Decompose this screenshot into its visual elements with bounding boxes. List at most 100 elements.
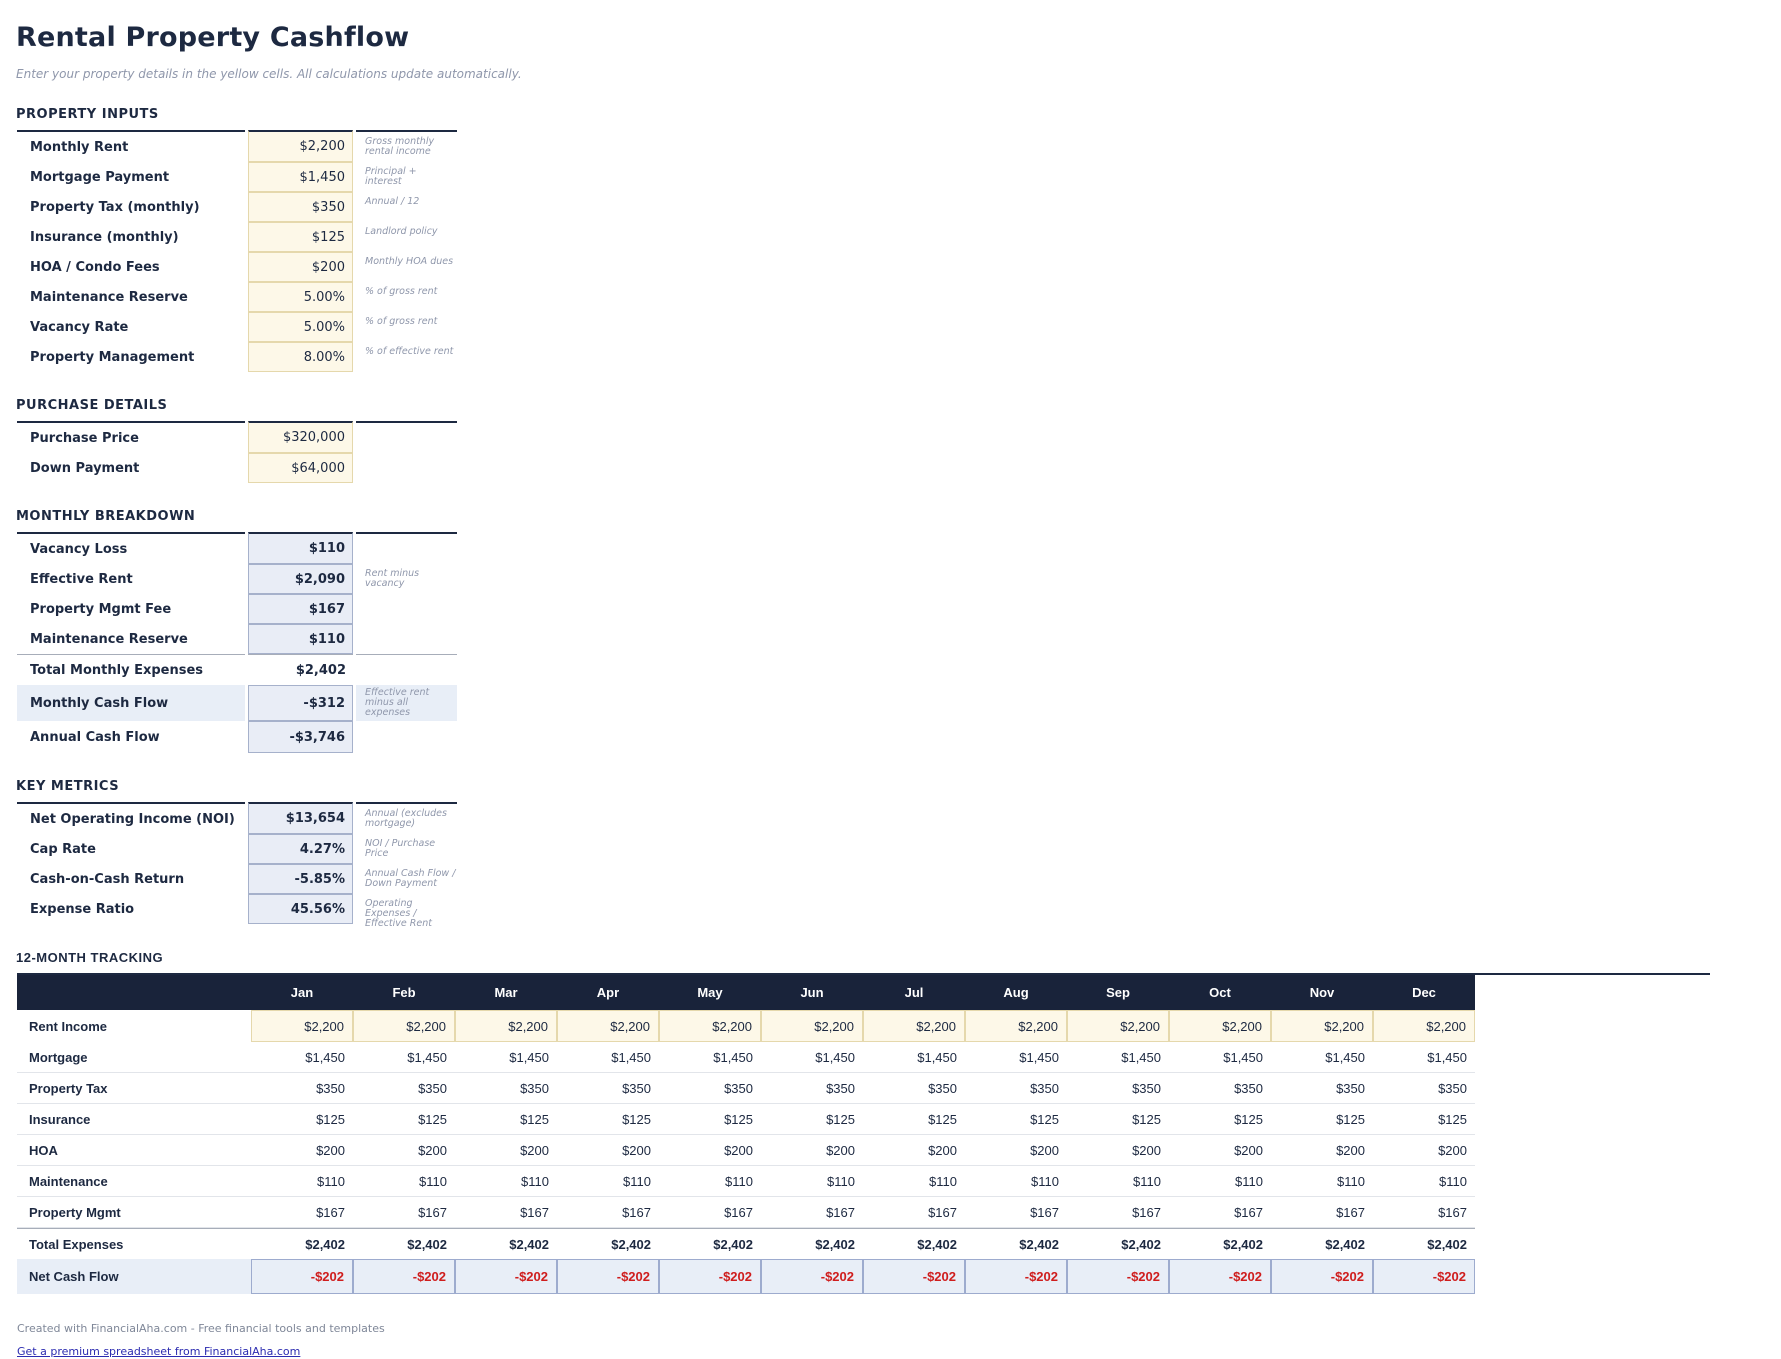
section-key-metrics: KEY METRICS Net Operating Income (NOI) $1… xyxy=(0,779,1781,929)
mortgage-nov-cell: $1,450 xyxy=(1271,1042,1373,1073)
row-note-text: % of gross rent xyxy=(365,316,438,327)
rent-income-mar-input-cell[interactable]: $2,200 xyxy=(455,1010,557,1042)
row-monthly-cash-flow: Monthly Cash Flow -$312 Effective rent min… xyxy=(17,685,457,721)
tracking-row-label: Net Cash Flow xyxy=(17,1259,251,1294)
row-label: Monthly Rent xyxy=(17,130,245,162)
total-expenses-nov-cell: $2,402 xyxy=(1271,1228,1373,1259)
heading-purchase-details: PURCHASE DETAILS xyxy=(16,398,168,413)
maintenance-reserve-value-input-cell[interactable]: 5.00% xyxy=(248,282,353,312)
row-note: Landlord policy xyxy=(356,222,457,252)
row-note: NOI / Purchase Price xyxy=(356,834,457,864)
property-tax-nov-cell: $350 xyxy=(1271,1073,1373,1104)
row-note-text: Operating Expenses / Effective Rent xyxy=(365,898,432,929)
row-annual-cash-flow: Annual Cash Flow -$3,746 xyxy=(17,721,457,753)
monthly-rent-value-input-cell[interactable]: $2,200 xyxy=(248,130,353,162)
row-net-operating-income-noi: Net Operating Income (NOI) $13,654 Annual … xyxy=(17,802,457,834)
total-expenses-jul-cell: $2,402 xyxy=(863,1228,965,1259)
purchase-price-value-input-cell[interactable]: $320,000 xyxy=(248,421,353,453)
rent-income-jan-input-cell[interactable]: $2,200 xyxy=(251,1010,353,1042)
rent-income-oct-input-cell[interactable]: $2,200 xyxy=(1169,1010,1271,1042)
insurance-may-cell: $125 xyxy=(659,1104,761,1135)
row-label: Cash-on-Cash Return xyxy=(30,871,185,887)
month-header-mar: Mar xyxy=(455,975,557,1010)
row-note: Principal + interest xyxy=(356,162,457,192)
maintenance-jul-cell: $110 xyxy=(863,1166,965,1197)
property-management-value-input-cell[interactable]: 8.00% xyxy=(248,342,353,372)
page: Rental Property Cashflow Enter your prop… xyxy=(0,22,1781,1359)
property-tax-monthly-value-input-cell[interactable]: $350 xyxy=(248,192,353,222)
cap-rate-value-cell: 4.27% xyxy=(248,834,353,864)
property-mgmt-may-cell: $167 xyxy=(659,1197,761,1228)
insurance-feb-cell: $125 xyxy=(353,1104,455,1135)
row-note-text xyxy=(365,599,456,619)
rent-income-sep-input-cell[interactable]: $2,200 xyxy=(1067,1010,1169,1042)
hoa-condo-fees-value-input-cell[interactable]: $200 xyxy=(248,252,353,282)
insurance-mar-cell: $125 xyxy=(455,1104,557,1135)
maintenance-jun-cell: $110 xyxy=(761,1166,863,1197)
tracking-row-maintenance: Maintenance $110 $110 $110 $110 $110 $110 $110 $… xyxy=(17,1166,1475,1197)
row-label: Insurance (monthly) xyxy=(30,229,179,245)
insurance-oct-cell: $125 xyxy=(1169,1104,1271,1135)
tracking-header-row: Jan Feb Mar Apr May Jun Jul Aug Sep Oct Nov Dec xyxy=(17,975,1475,1010)
monthly-cash-flow-value-cell: -$312 xyxy=(248,685,353,721)
rent-income-feb-input-cell[interactable]: $2,200 xyxy=(353,1010,455,1042)
down-payment-value-input-cell[interactable]: $64,000 xyxy=(248,453,353,483)
page-subtitle: Enter your property details in the yello… xyxy=(16,67,522,81)
property-mgmt-feb-cell: $167 xyxy=(353,1197,455,1228)
mortgage-mar-cell: $1,450 xyxy=(455,1042,557,1073)
hoa-jun-cell: $200 xyxy=(761,1135,863,1166)
row-note xyxy=(356,624,457,654)
property-mgmt-sep-cell: $167 xyxy=(1067,1197,1169,1228)
insurance-nov-cell: $125 xyxy=(1271,1104,1373,1135)
tracking-row-rent-income: Rent Income $2,200 $2,200 $2,200 $2,200 $2,20… xyxy=(17,1010,1475,1042)
net-cash-flow-dec-cell: -$202 xyxy=(1373,1259,1475,1294)
section-12-month-tracking: 12-MONTH TRACKING Jan Feb Mar Apr May Jun Jul A… xyxy=(0,950,1781,1294)
maintenance-nov-cell: $110 xyxy=(1271,1166,1373,1197)
net-cash-flow-aug-cell: -$202 xyxy=(965,1259,1067,1294)
monthly_breakdown-table: Vacancy Loss $110 Effective Rent $2,090 Rent… xyxy=(14,532,460,753)
property-tax-jan-cell: $350 xyxy=(251,1073,353,1104)
vacancy-rate-value-input-cell[interactable]: 5.00% xyxy=(248,312,353,342)
property-mgmt-jun-cell: $167 xyxy=(761,1197,863,1228)
row-note-text: Annual / 12 xyxy=(365,196,420,207)
hoa-dec-cell: $200 xyxy=(1373,1135,1475,1166)
purchase-details-table-mount: Purchase Price $320,000 Down Payment $64,00… xyxy=(0,421,1781,483)
rent-income-jul-input-cell[interactable]: $2,200 xyxy=(863,1010,965,1042)
section-property-inputs: PROPERTY INPUTS Monthly Rent $2,200 Gross … xyxy=(0,107,1781,372)
month-header-feb: Feb xyxy=(353,975,455,1010)
heading-monthly-breakdown: MONTHLY BREAKDOWN xyxy=(16,509,196,524)
row-note: Annual Cash Flow / Down Payment xyxy=(356,864,457,894)
tracking-table-wrap: Jan Feb Mar Apr May Jun Jul Aug Sep Oct Nov Dec Rent… xyxy=(17,973,1710,1294)
total-expenses-feb-cell: $2,402 xyxy=(353,1228,455,1259)
property-tax-jun-cell: $350 xyxy=(761,1073,863,1104)
insurance-monthly-value-input-cell[interactable]: $125 xyxy=(248,222,353,252)
rent-income-apr-input-cell[interactable]: $2,200 xyxy=(557,1010,659,1042)
footer-premium-link[interactable]: Get a premium spreadsheet from Financial… xyxy=(17,1345,301,1358)
month-header-jul: Jul xyxy=(863,975,965,1010)
rent-income-nov-input-cell[interactable]: $2,200 xyxy=(1271,1010,1373,1042)
tracking-row-label: Rent Income xyxy=(29,1018,108,1034)
mortgage-aug-cell: $1,450 xyxy=(965,1042,1067,1073)
row-property-management: Property Management 8.00% % of effective r… xyxy=(17,342,457,372)
row-label: Annual Cash Flow xyxy=(30,729,160,745)
row-note xyxy=(356,594,457,624)
rent-income-dec-input-cell[interactable]: $2,200 xyxy=(1373,1010,1475,1042)
footer-credit-text: Created with FinancialAha.com - Free fin… xyxy=(17,1322,385,1335)
rent-income-may-input-cell[interactable]: $2,200 xyxy=(659,1010,761,1042)
net-cash-flow-oct-cell: -$202 xyxy=(1169,1259,1271,1294)
tracking-row-insurance: Insurance $125 $125 $125 $125 $125 $125 $125 $12… xyxy=(17,1104,1475,1135)
row-note-text: Landlord policy xyxy=(365,226,438,237)
row-note: % of gross rent xyxy=(356,282,457,312)
row-label: Property Mgmt Fee xyxy=(30,601,172,617)
rent-income-aug-input-cell[interactable]: $2,200 xyxy=(965,1010,1067,1042)
row-maintenance-reserve: Maintenance Reserve $110 xyxy=(17,624,457,654)
rent-income-jun-input-cell[interactable]: $2,200 xyxy=(761,1010,863,1042)
property-mgmt-oct-cell: $167 xyxy=(1169,1197,1271,1228)
property-tax-apr-cell: $350 xyxy=(557,1073,659,1104)
row-note-text xyxy=(365,428,456,448)
month-header-dec: Dec xyxy=(1373,975,1475,1010)
tracking-row-property-tax: Property Tax $350 $350 $350 $350 $350 $350 $350… xyxy=(17,1073,1475,1104)
purchase_details-table: Purchase Price $320,000 Down Payment $64,00… xyxy=(14,421,460,483)
mortgage-payment-value-input-cell[interactable]: $1,450 xyxy=(248,162,353,192)
property-tax-aug-cell: $350 xyxy=(965,1073,1067,1104)
